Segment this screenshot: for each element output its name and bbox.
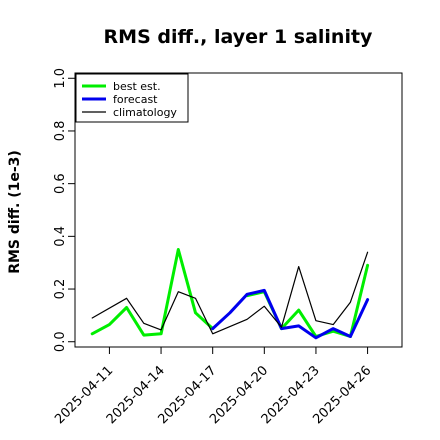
legend-entry: best est. [113, 80, 161, 93]
y-tick-label: 0.0 [53, 331, 68, 352]
series-line-best-est [90, 248, 215, 337]
y-tick-label: 1.0 [53, 68, 68, 89]
series-line-best-est [245, 263, 370, 338]
series-line-climatology [91, 251, 369, 335]
y-tick-label: 0.6 [53, 173, 68, 194]
chart-title: RMS diff., layer 1 salinity [104, 26, 374, 48]
series-line-forecast [211, 288, 370, 340]
y-tick-label: 0.4 [53, 226, 68, 247]
series-layer [90, 248, 370, 340]
y-tick-label: 0.8 [53, 121, 68, 142]
y-axis-label: RMS diff. (1e-3) [7, 150, 23, 274]
y-tick-label: 0.2 [53, 279, 68, 300]
legend-entry: climatology [113, 106, 177, 119]
plot-frame [74, 72, 403, 348]
legend-entry: forecast [113, 93, 158, 106]
x-axis: 2025-04-112025-04-142025-04-172025-04-20… [52, 347, 374, 427]
y-axis: 0.0 0.2 0.4 0.6 0.8 1.0 [53, 68, 75, 352]
